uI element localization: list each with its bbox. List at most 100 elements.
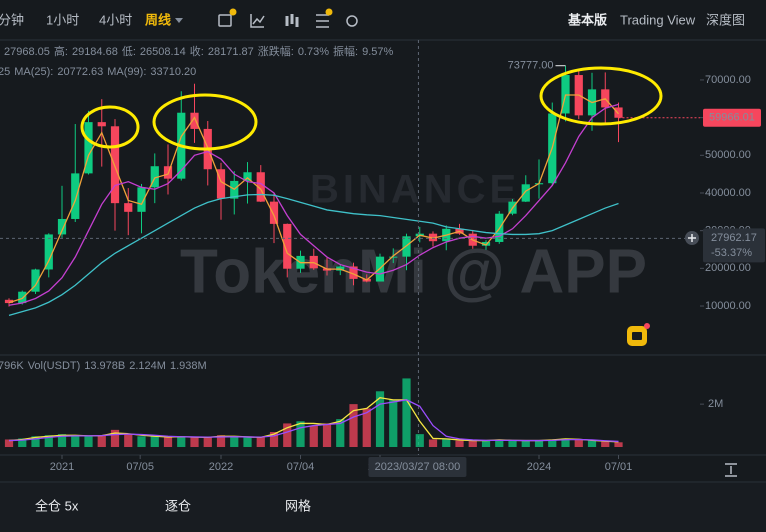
view-tab[interactable]: Trading View [620, 12, 696, 27]
bottom-tab[interactable]: 逐仓 [165, 498, 191, 513]
volume-bar [428, 439, 438, 447]
interval[interactable]: 1小时 [46, 12, 79, 27]
info-item: 20772.63 [57, 66, 103, 78]
info-item: 涨跌幅: [258, 44, 294, 58]
last-price-label: 59966.01 [709, 112, 755, 124]
brand-watermark: BINANCE [310, 168, 520, 212]
volume-bar [150, 436, 159, 447]
crosshair-date: 2023/03/27 08:00 [375, 461, 461, 473]
volume-bar [124, 434, 133, 447]
app-icon-glyph [632, 332, 642, 340]
volume-bar [362, 408, 371, 447]
candle-body [481, 241, 491, 246]
volume-bar [71, 435, 80, 447]
info-item: 高: [54, 44, 68, 58]
candle-body [561, 75, 570, 114]
info-item: 25 [0, 66, 10, 78]
axis-reset-icon[interactable] [725, 463, 737, 477]
view-tab[interactable]: 深度图 [706, 12, 745, 27]
crosshair-price: 27962.17 [711, 232, 757, 244]
volume-bar [269, 432, 279, 447]
moving-average [8, 193, 619, 317]
icon-gear[interactable] [346, 15, 358, 27]
info-item: 13.978B [84, 360, 125, 372]
volume-bar [574, 439, 583, 447]
interval[interactable]: 4小时 [99, 12, 132, 27]
candle-body [389, 256, 398, 258]
volume-bar [110, 429, 120, 447]
candle-body [349, 266, 358, 279]
info-item: MA(25): [14, 66, 53, 78]
moving-average [8, 94, 620, 304]
candle-body [614, 107, 623, 118]
candle-body [4, 299, 14, 304]
volume-bar [190, 437, 199, 447]
volume-bar [283, 423, 292, 447]
info-item: MA(99): [107, 66, 146, 78]
last-price-box [703, 108, 761, 127]
x-tick-label: 2021 [50, 461, 74, 473]
info-item: 0.73% [298, 46, 329, 58]
candle-body [137, 187, 146, 212]
info-item: 28171.87 [208, 46, 254, 58]
icon-indicator[interactable] [218, 14, 232, 27]
candle-body [150, 166, 159, 188]
candle-body [31, 269, 40, 292]
interval[interactable]: 分钟 [0, 12, 24, 27]
add-icon [688, 234, 696, 242]
info-item: 9.57% [362, 46, 393, 58]
x-tick-label: 07/04 [287, 461, 315, 473]
icon-settings-list[interactable] [316, 14, 329, 28]
x-tick-label: 2022 [209, 461, 233, 473]
y-tick-label: 10000.00 [705, 300, 751, 312]
moving-average [8, 103, 619, 306]
info-item: 1.938M [170, 360, 207, 372]
volume-bar [163, 437, 173, 447]
volume-bar [137, 436, 146, 447]
icon-chart[interactable] [250, 14, 265, 28]
info-item: 29184.68 [72, 46, 118, 58]
candle-body [428, 233, 438, 242]
info-item: 2.124M [129, 360, 166, 372]
annotations [80, 66, 663, 151]
candle-body [57, 218, 67, 235]
y-tick-label: 70000.00 [705, 74, 751, 86]
y-tick-label: 2M [708, 398, 723, 410]
dropdown-arrow[interactable] [175, 18, 183, 23]
crosshair-date-box [368, 457, 467, 477]
volume-average [8, 399, 619, 443]
interval-active[interactable]: 周线 [145, 12, 171, 27]
info-item: 振幅: [333, 44, 358, 58]
candle-body [18, 291, 27, 304]
candle-body [44, 234, 53, 270]
volume-bar [468, 440, 477, 447]
info-item: 796K [0, 360, 24, 372]
volume-bar [177, 436, 186, 447]
volume-bar [44, 435, 53, 447]
volume-bar [402, 378, 411, 447]
crosshair-change: -53.37% [711, 247, 752, 259]
volume-bar [614, 442, 623, 447]
badge [325, 8, 333, 16]
candle-body [269, 201, 279, 224]
icon-candles[interactable] [285, 14, 299, 27]
info-item: 33710.20 [150, 66, 196, 78]
volume-bar [534, 440, 544, 447]
view-tab-active[interactable]: 基本版 [567, 12, 607, 27]
candle-body [283, 223, 292, 269]
y-tick-label: 50000.00 [705, 149, 751, 161]
volume-bar [521, 440, 530, 447]
volume-bar [84, 436, 93, 447]
volume-bar [587, 440, 597, 447]
bottom-tab[interactable]: 网格 [285, 498, 311, 513]
volume-bar [203, 437, 212, 447]
volume-bar [57, 434, 67, 447]
candle-body [256, 172, 265, 202]
info-item: 27968.05 [4, 46, 50, 58]
bottom-tab[interactable]: 全仓 5x [35, 498, 79, 513]
volume-bar [349, 404, 358, 447]
info-item: Vol(USDT) [28, 360, 81, 372]
volume-bar [230, 436, 239, 447]
